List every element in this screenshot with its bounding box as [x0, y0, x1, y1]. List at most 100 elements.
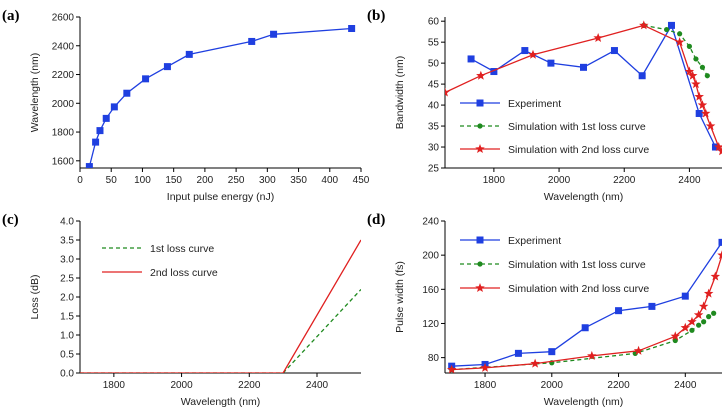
- x-axis-title: Wavelength (nm): [181, 396, 261, 408]
- panel-label: (c): [2, 212, 19, 228]
- data-point: [681, 292, 689, 300]
- legend-marker: [475, 283, 485, 293]
- data-point: [701, 319, 707, 325]
- x-tick-label: 1800: [474, 380, 497, 391]
- x-axis-title: Wavelength (nm): [544, 191, 624, 203]
- data-point: [142, 75, 150, 83]
- legend-label: Simulation with 1st loss curve: [508, 259, 646, 271]
- x-tick-label: 1800: [103, 380, 126, 391]
- data-point: [633, 345, 644, 355]
- x-tick-label: 50: [106, 175, 118, 186]
- data-point: [717, 146, 722, 156]
- x-tick-label: 350: [290, 175, 307, 186]
- y-tick-label: 0.5: [60, 350, 74, 361]
- y-tick-label: 30: [428, 143, 440, 154]
- legend-marker: [476, 236, 484, 244]
- plot-area: [85, 25, 356, 168]
- y-tick-label: 2.5: [60, 274, 74, 285]
- data-point: [638, 72, 646, 80]
- x-tick-label: 400: [321, 175, 338, 186]
- y-tick-label: 2200: [52, 70, 75, 81]
- legend-marker: [475, 144, 485, 154]
- y-tick-label: 45: [428, 80, 440, 91]
- data-point: [610, 47, 618, 55]
- plot-area: [446, 238, 722, 373]
- y-tick-label: 2600: [52, 13, 75, 24]
- x-tick-label: 2400: [674, 380, 697, 391]
- data-point: [185, 50, 193, 58]
- y-tick-label: 50: [428, 59, 440, 70]
- data-point: [718, 238, 722, 246]
- data-point: [695, 109, 703, 117]
- x-tick-label: 100: [134, 175, 151, 186]
- x-tick-label: 0: [77, 175, 83, 186]
- legend-label: Experiment: [508, 235, 561, 247]
- y-tick-label: 200: [422, 251, 439, 262]
- data-point: [490, 68, 498, 76]
- data-point: [85, 163, 93, 168]
- data-point: [677, 31, 683, 37]
- data-point: [580, 63, 587, 71]
- data-point: [270, 30, 278, 38]
- data-point: [467, 55, 475, 63]
- data-point: [717, 250, 722, 260]
- data-point: [706, 314, 712, 320]
- x-tick-label: 2400: [306, 380, 329, 391]
- data-point: [698, 301, 709, 311]
- legend-label: Simulation with 1st loss curve: [508, 121, 646, 133]
- plot-area: [445, 20, 722, 156]
- data-point: [684, 66, 695, 76]
- panel-label: (d): [367, 212, 385, 228]
- series-line: [88, 27, 352, 167]
- y-tick-label: 1600: [52, 156, 75, 167]
- panel-4: 1800 2000 2200 2400 80 120 160 200 240 Wavelength…: [367, 212, 722, 408]
- data-point: [689, 327, 695, 333]
- panel-2: 1800 2000 2200 2400 25 30 35 40 45 50 55 60 Waveleng…: [367, 8, 722, 203]
- plot-area: [80, 239, 361, 373]
- data-point: [699, 64, 706, 70]
- data-point: [687, 70, 698, 80]
- y-tick-label: 160: [422, 285, 439, 296]
- y-tick-label: 40: [428, 101, 440, 112]
- data-point: [648, 302, 656, 310]
- data-point: [700, 108, 711, 118]
- legend-label: Simulation with 2nd loss curve: [508, 144, 649, 156]
- data-point: [476, 70, 486, 80]
- data-point: [710, 271, 721, 281]
- y-axis-title: Wavelength (nm): [29, 53, 41, 133]
- series-line: [643, 24, 708, 77]
- legend-marker: [477, 123, 483, 129]
- data-point: [694, 91, 704, 101]
- y-tick-label: 3.0: [60, 255, 74, 266]
- data-point: [587, 350, 597, 360]
- data-point: [163, 63, 171, 71]
- y-tick-label: 1800: [52, 128, 75, 139]
- data-point: [615, 307, 623, 315]
- x-tick-label: 150: [165, 175, 182, 186]
- y-axis-title: Bandwidth (nm): [394, 56, 406, 130]
- data-point: [248, 37, 256, 45]
- x-tick-label: 2400: [678, 175, 701, 186]
- y-tick-label: 80: [428, 353, 440, 364]
- x-tick-label: 2000: [541, 380, 564, 391]
- data-point: [693, 56, 699, 62]
- data-point: [348, 25, 356, 33]
- data-point: [593, 32, 603, 43]
- data-point: [703, 288, 714, 298]
- data-point: [445, 87, 450, 97]
- data-point: [664, 26, 670, 33]
- y-tick-label: 240: [422, 217, 439, 228]
- y-axis-title: Pulse width (fs): [394, 261, 406, 333]
- x-tick-label: 2000: [170, 380, 193, 391]
- y-tick-label: 4.0: [60, 217, 74, 228]
- panel-3: 1800 2000 2200 2400 0.0 0.5 1.0 1.5 2.0 2.5 3.0 3.5…: [2, 212, 361, 408]
- data-point: [547, 59, 555, 67]
- data-point: [705, 121, 716, 131]
- y-tick-label: 2000: [52, 99, 75, 110]
- data-point: [672, 337, 678, 344]
- panel-label: (a): [2, 8, 20, 24]
- y-tick-label: 1.5: [60, 312, 74, 323]
- data-point: [123, 89, 131, 97]
- legend-label: 1st loss curve: [150, 243, 214, 255]
- x-axis-title: Wavelength (nm): [544, 396, 624, 408]
